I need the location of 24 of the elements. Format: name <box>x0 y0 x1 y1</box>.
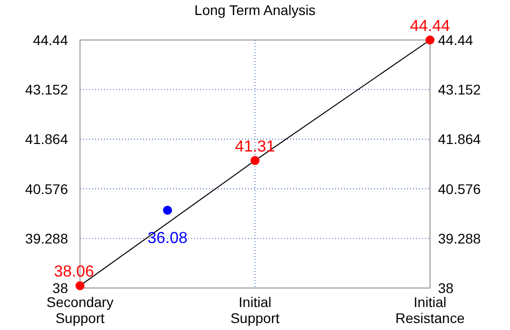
y2-tick-label: 44.44 <box>438 32 474 48</box>
y2-tick-label: 40.576 <box>438 180 482 197</box>
chart-title: Long Term Analysis <box>194 2 316 18</box>
data-label: 44.44 <box>410 18 450 35</box>
annotation: 36.08 <box>147 230 188 248</box>
x-tick-label: Initial Resistance <box>395 294 465 326</box>
y2-tick-label: 41.864 <box>438 131 482 148</box>
y-tick-label: 44.44 <box>32 32 68 48</box>
point <box>250 156 260 166</box>
y-tick-label: 43.152 <box>25 82 68 98</box>
point <box>76 281 84 290</box>
x-tick-label: Initial Support <box>230 294 280 326</box>
y2-tick-label: 38 <box>438 280 454 296</box>
point <box>163 206 172 215</box>
y2-tick-label: 43.152 <box>438 82 482 98</box>
point <box>426 36 434 44</box>
data-label: 41.31 <box>234 138 276 156</box>
y-tick-label: 40.576 <box>25 180 68 197</box>
y-tick-label: 38 <box>52 280 68 296</box>
y-tick-label: 39.288 <box>25 230 68 246</box>
data-label: 38.06 <box>54 264 94 281</box>
x-tick-label: Secondary Support <box>46 294 114 326</box>
y-tick-label: 41.864 <box>25 131 68 148</box>
y2-tick-label: 39.288 <box>438 230 482 246</box>
